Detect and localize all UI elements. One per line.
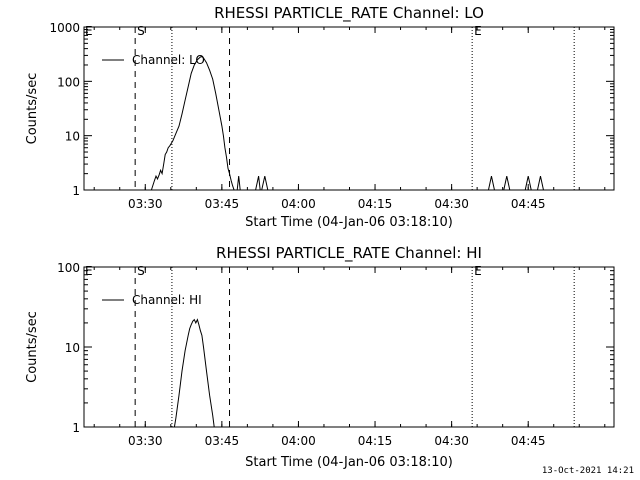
series-line: [173, 318, 215, 428]
x-tick-label: 04:15: [358, 197, 393, 211]
x-tick-label: 04:30: [434, 434, 469, 448]
x-tick-label: 04:15: [358, 434, 393, 448]
y-tick-label: 100: [57, 75, 80, 89]
legend-label: Channel: HI: [132, 293, 202, 307]
x-axis-label: Start Time (04-Jan-06 03:18:10): [245, 455, 453, 470]
y-tick-label: 1: [72, 184, 80, 198]
event-marker-label: E: [85, 24, 93, 38]
spike-mark: [503, 176, 511, 191]
plot-frame: [83, 266, 615, 428]
event-marker-label: S: [137, 264, 145, 278]
event-marker-label: E: [474, 24, 482, 38]
y-tick-label: 1000: [49, 21, 80, 35]
event-marker-label: E: [85, 264, 93, 278]
x-tick-label: 04:30: [434, 197, 469, 211]
x-tick-label: 03:30: [128, 434, 163, 448]
x-tick-label: 04:00: [281, 197, 316, 211]
chart-title: RHESSI PARTICLE_RATE Channel: HI: [216, 244, 482, 263]
x-axis-label: Start Time (04-Jan-06 03:18:10): [245, 215, 453, 230]
y-tick-label: 10: [65, 130, 80, 144]
x-tick-label: 04:45: [511, 197, 546, 211]
x-tick-label: 03:30: [128, 197, 163, 211]
event-marker-label: E: [474, 264, 482, 278]
spike-mark: [487, 176, 495, 191]
y-tick-label: 100: [57, 261, 80, 275]
chart-title: RHESSI PARTICLE_RATE Channel: LO: [214, 4, 484, 23]
series-line: [150, 56, 274, 191]
y-tick-label: 10: [65, 341, 80, 355]
y-axis-label: Counts/sec: [25, 311, 40, 383]
y-tick-label: 1: [72, 421, 80, 435]
spike-mark: [524, 176, 532, 191]
y-axis-label: Counts/sec: [25, 73, 40, 145]
spike-mark: [536, 176, 544, 191]
footer-timestamp: 13-Oct-2021 14:21: [541, 466, 634, 476]
event-marker-label: S: [137, 24, 145, 38]
x-tick-label: 04:00: [281, 434, 316, 448]
x-tick-label: 03:45: [205, 197, 240, 211]
x-tick-label: 03:45: [205, 434, 240, 448]
legend-label: Channel: LO: [132, 53, 205, 67]
x-tick-label: 04:45: [511, 434, 546, 448]
